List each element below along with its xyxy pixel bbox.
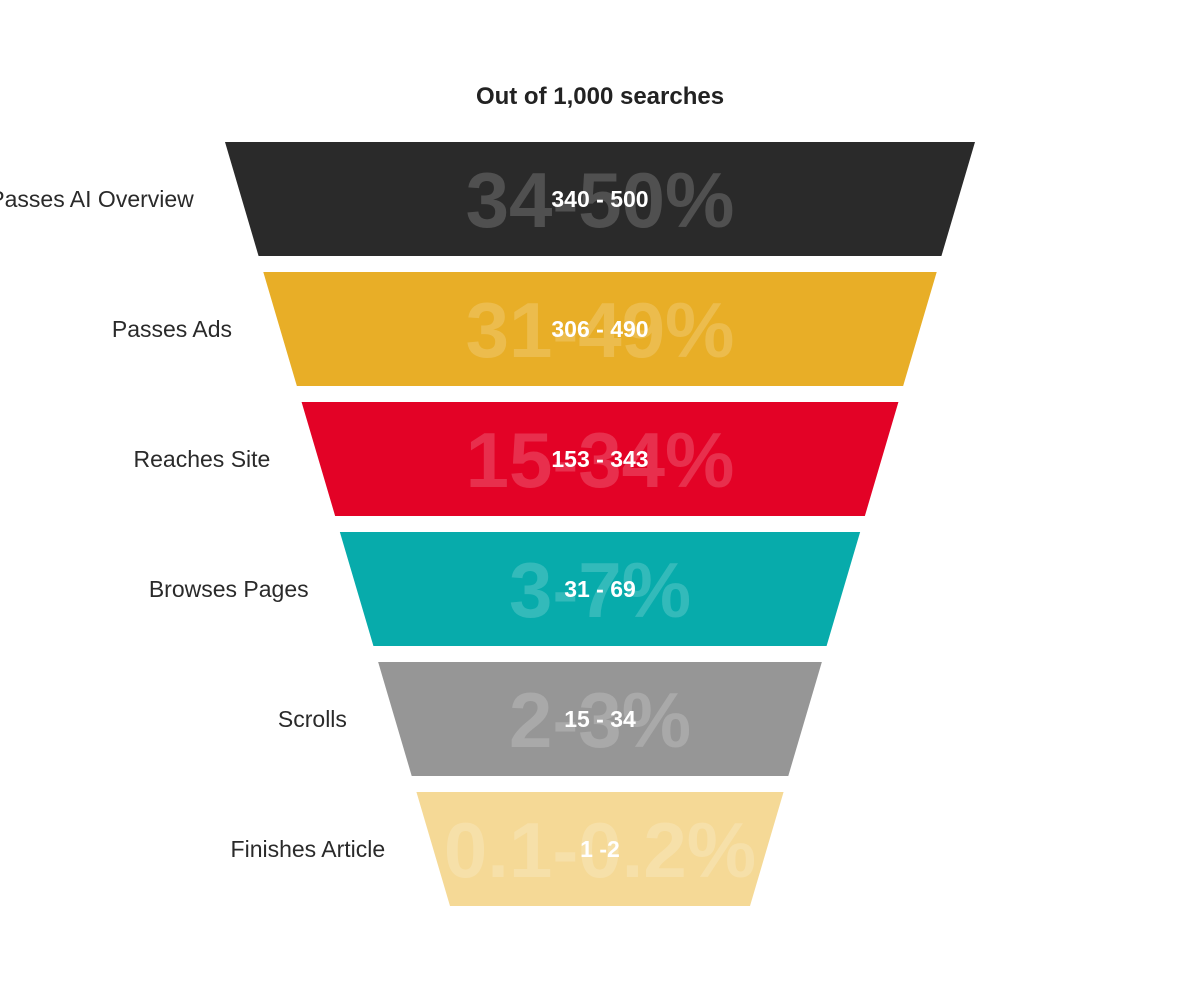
- funnel-band: [339, 532, 861, 646]
- stage-name-label: Finishes Article: [231, 836, 386, 862]
- stage-count-label: 31 - 69: [564, 576, 636, 602]
- funnel-band: [225, 142, 975, 256]
- funnel-stage: 2-3%15 - 34 Scrolls: [278, 662, 822, 776]
- stage-count-label: 306 - 490: [551, 316, 648, 342]
- funnel-stage: 34-50%340 - 500 Passes AI Overview: [0, 142, 975, 256]
- stage-count-label: 15 - 34: [564, 706, 636, 732]
- funnel-stage: 31-49%306 - 490 Passes Ads: [112, 272, 937, 386]
- stage-name-label: Passes AI Overview: [0, 186, 194, 212]
- stage-percent-label: 2-3%: [509, 676, 691, 764]
- funnel-stage: 0.1-0.2%1 -2 Finishes Article: [231, 792, 784, 906]
- stage-count-label: 340 - 500: [551, 186, 648, 212]
- stage-name-label: Passes Ads: [112, 316, 232, 342]
- stage-percent-label: 0.1-0.2%: [444, 806, 756, 894]
- stage-name-label: Scrolls: [278, 706, 347, 732]
- stage-name-label: Browses Pages: [149, 576, 309, 602]
- funnel-band: [378, 662, 822, 776]
- funnel-stage: 15-34%153 - 343 Reaches Site: [134, 402, 899, 516]
- stage-percent-label: 15-34%: [466, 416, 735, 504]
- funnel-band: [301, 402, 899, 516]
- stage-percent-label: 34-50%: [466, 156, 735, 244]
- stage-count-label: 1 -2: [580, 836, 620, 862]
- stage-percent-label: 3-7%: [509, 546, 691, 634]
- stage-count-label: 153 - 343: [551, 446, 648, 472]
- funnel-stage: 3-7%31 - 69 Browses Pages: [149, 532, 861, 646]
- funnel-band: [263, 272, 937, 386]
- funnel-band: [416, 792, 784, 906]
- stage-name-label: Reaches Site: [134, 446, 271, 472]
- stage-percent-label: 31-49%: [466, 286, 735, 374]
- chart-title: Out of 1,000 searches: [476, 83, 724, 110]
